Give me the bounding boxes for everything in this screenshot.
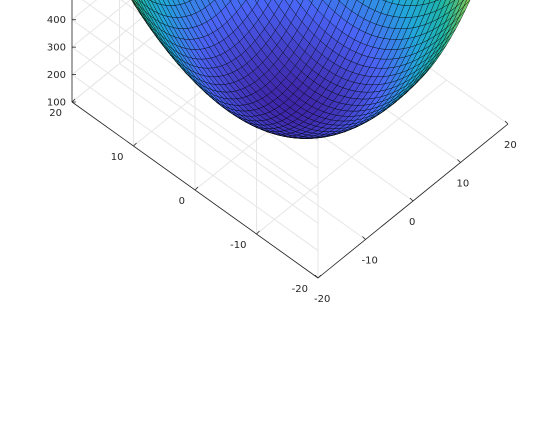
z-tick-label: 100 [47,98,66,109]
y-tick-label: -10 [230,240,246,251]
x-tick-label: 10 [457,179,470,190]
y-tick-label: 10 [111,152,124,163]
x-tick-label: 0 [409,217,415,228]
x-tick-label: -20 [314,294,330,305]
z-tick-label: 200 [47,70,66,81]
y-tick-label: -20 [292,284,308,295]
z-tick-label: 300 [47,43,66,54]
y-tick-label: 20 [49,108,62,119]
z-tick-label: 400 [47,15,66,26]
x-tick-label: 20 [504,140,517,151]
x-tick-label: -10 [362,256,378,267]
y-tick-label: 0 [179,196,185,207]
surface-mesh [72,0,508,139]
